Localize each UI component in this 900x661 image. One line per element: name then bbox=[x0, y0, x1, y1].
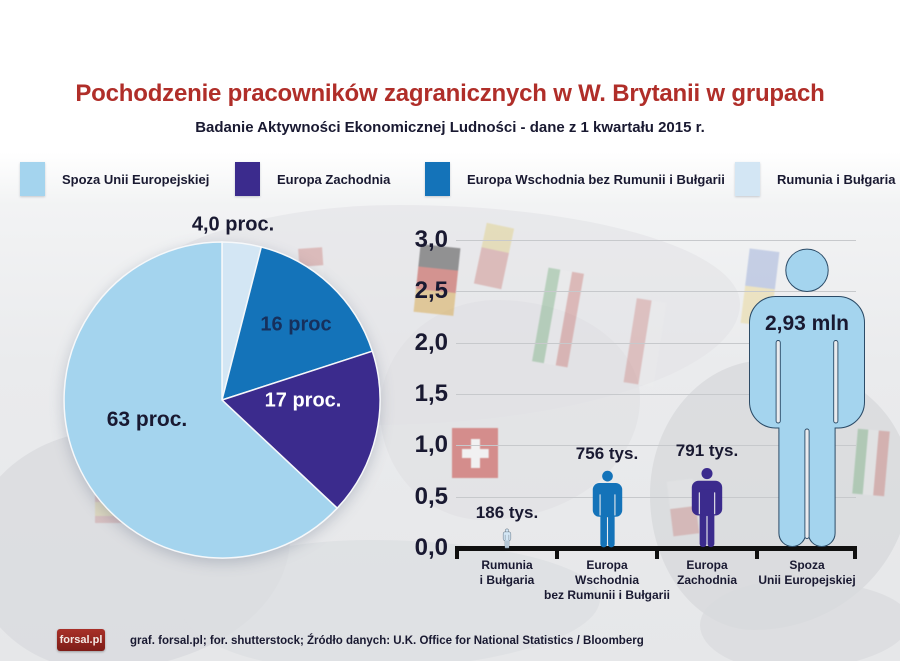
category-label-line: Rumunia bbox=[481, 558, 533, 572]
y-axis-tick-label: 2,5 bbox=[414, 277, 448, 304]
legend-item-label: Spoza Unii Europejskiej bbox=[62, 171, 210, 187]
value-label: 791 tys. bbox=[675, 441, 739, 460]
y-axis-tick-label: 1,5 bbox=[414, 380, 448, 407]
flag-watermark bbox=[532, 267, 584, 368]
category-label-line: Spoza bbox=[789, 558, 825, 572]
page-subtitle: Badanie Aktywności Ekonomicznej Ludności… bbox=[195, 119, 705, 136]
pie-chart-svg bbox=[63, 241, 381, 559]
person-icon bbox=[691, 468, 723, 548]
pie-slice-label: 16 proc bbox=[260, 313, 332, 336]
pie-slice-label: 63 proc. bbox=[106, 408, 188, 431]
category-label: Rumunia i Bułgaria bbox=[480, 558, 535, 588]
category-label-line: Europa bbox=[586, 558, 628, 572]
gridline bbox=[456, 240, 856, 241]
y-axis-tick-label: 3,0 bbox=[414, 226, 448, 253]
pictogram-figure bbox=[502, 528, 512, 553]
credits-text: graf. forsal.pl; for. shutterstock; Źród… bbox=[130, 635, 644, 647]
gridline bbox=[456, 497, 856, 498]
gridline bbox=[456, 394, 856, 395]
category-label-line: Zachodnia bbox=[676, 573, 738, 587]
person-icon bbox=[502, 528, 512, 549]
pie-slice bbox=[220, 246, 374, 402]
legend-item: Europa Wschodnia bez Rumunii i Bułgarii bbox=[425, 161, 725, 197]
y-axis-tick-label: 2,0 bbox=[414, 329, 448, 356]
value-label: 186 tys. bbox=[475, 503, 539, 522]
category-label-line: i Bułgaria bbox=[479, 573, 535, 587]
y-axis-tick-label: 0,5 bbox=[414, 483, 448, 510]
legend-item: Rumunia i Bułgaria bbox=[735, 161, 895, 197]
person-icon bbox=[592, 470, 622, 548]
legend-item-label: Europa Zachodnia bbox=[277, 171, 391, 187]
value-label: 2,93 mln bbox=[764, 312, 850, 335]
category-label: Spoza Unii Europejskiej bbox=[758, 558, 855, 588]
category-label: Europa Zachodnia bbox=[677, 558, 737, 588]
legend-swatch bbox=[20, 162, 45, 196]
pictogram-figure bbox=[592, 470, 623, 553]
gridline bbox=[456, 343, 856, 344]
map-blob bbox=[700, 580, 900, 661]
pie-slice bbox=[63, 241, 339, 559]
x-axis-tick bbox=[655, 546, 659, 559]
flag-watermark bbox=[473, 222, 515, 290]
person-icon bbox=[749, 248, 865, 547]
legend-swatch bbox=[425, 162, 450, 196]
value-label: 756 tys. bbox=[575, 444, 639, 463]
pie-chart: 4,0 proc. 16 proc 17 proc. 63 proc. bbox=[57, 214, 389, 566]
legend-swatch bbox=[235, 162, 260, 196]
category-label-line: Unii Europejskiej bbox=[758, 573, 856, 587]
pictogram-figure bbox=[747, 247, 867, 553]
legend-item: Europa Zachodnia bbox=[235, 161, 390, 197]
category-label: Europa Wschodnia bez Rumunii i Bułgarii bbox=[544, 558, 670, 603]
gridline bbox=[456, 445, 856, 446]
x-axis-tick bbox=[455, 546, 459, 559]
x-axis-tick bbox=[755, 546, 759, 559]
category-label-line: Europa bbox=[686, 558, 728, 572]
legend-swatch bbox=[735, 162, 760, 196]
category-label-line: bez Rumunii i Bułgarii bbox=[543, 588, 671, 602]
x-axis-tick bbox=[555, 546, 559, 559]
y-axis-tick-label: 0,0 bbox=[414, 534, 448, 561]
y-axis-tick-label: 1,0 bbox=[414, 431, 448, 458]
legend-item-label: Europa Wschodnia bez Rumunii i Bułgarii bbox=[467, 171, 725, 187]
gridline bbox=[456, 291, 856, 292]
forsal-logo: forsal.pl bbox=[57, 629, 105, 651]
page-title: Pochodzenie pracowników zagranicznych w … bbox=[75, 80, 825, 107]
legend-item: Spoza Unii Europejskiej bbox=[20, 161, 209, 197]
pie-slice-label: 17 proc. bbox=[264, 389, 342, 412]
flag-watermark bbox=[452, 428, 498, 478]
pictogram-figure bbox=[691, 467, 723, 553]
pie-slice bbox=[220, 350, 381, 510]
category-label-line: Wschodnia bbox=[574, 573, 640, 587]
x-axis-tick bbox=[853, 546, 857, 559]
legend-item-label: Rumunia i Bułgaria bbox=[777, 171, 896, 187]
pie-slice-label: 4,0 proc. bbox=[191, 213, 275, 236]
